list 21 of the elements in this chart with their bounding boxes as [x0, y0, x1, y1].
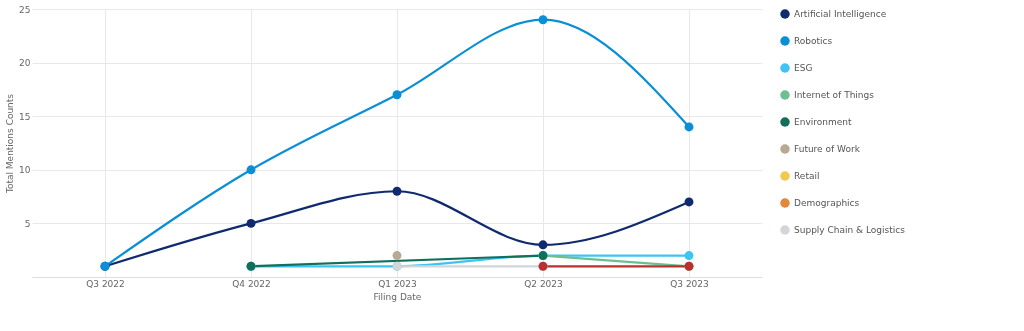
legend-label: Supply Chain & Logistics	[794, 225, 906, 235]
legend-label: Internet of Things	[794, 90, 875, 100]
legend-label: Retail	[794, 171, 820, 181]
y-tick-label: 10	[19, 165, 31, 176]
x-tick-label: Q3 2022	[86, 278, 125, 289]
x-axis-title: Filing Date	[373, 291, 422, 302]
y-tick-label: 5	[24, 218, 31, 229]
y-tick-label: 20	[19, 58, 31, 69]
y-axis-title: Total Mentions Counts	[5, 93, 16, 195]
y-tick-label: 15	[19, 111, 31, 122]
legend-label: ESG	[794, 63, 813, 73]
x-tick-label: Q1 2023	[378, 278, 417, 289]
legend-label: Demographics	[794, 198, 860, 208]
legend-label: Environment	[794, 117, 852, 127]
x-tick-label: Q4 2022	[232, 278, 271, 289]
x-tick-label: Q3 2023	[670, 278, 709, 289]
y-tick-label: 25	[19, 4, 31, 15]
x-tick-label: Q2 2023	[524, 278, 563, 289]
legend-label: Future of Work	[794, 144, 861, 154]
legend-label: Artificial Intelligence	[794, 9, 887, 19]
legend-label: Robotics	[794, 36, 833, 46]
